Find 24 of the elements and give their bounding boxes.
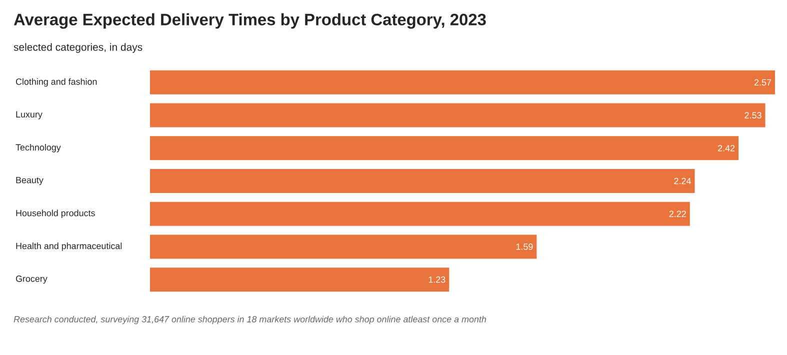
text: Research conducted, surveying 31,647 online shoppers in 18 markets worldwide who shop online atleast once a month (14, 316, 486, 324)
y-tick-label: Household products (16, 210, 95, 218)
data-label: 2.24 (674, 178, 691, 184)
chart-title: Average Expected Delivery Times by Product Category, 2023 (14, 13, 486, 29)
data-label: 2.22 (669, 210, 686, 217)
chart-subtitle: selected categories, in days (14, 43, 142, 53)
data-label: 2.53 (744, 112, 762, 118)
y-tick-label: Health and pharmaceutical (16, 242, 122, 251)
data-label: 2.42 (718, 145, 735, 152)
data-label: 1.23 (428, 276, 446, 283)
bar (150, 169, 695, 193)
bar (150, 234, 537, 259)
y-tick-label: Luxury (16, 111, 42, 120)
bar (150, 103, 766, 128)
data-label: 1.59 (516, 244, 533, 250)
y-tick-label: Clothing and fashion (16, 78, 97, 87)
bar (150, 70, 776, 94)
bar (150, 136, 739, 160)
bar (150, 268, 450, 292)
data-label: 2.57 (754, 79, 772, 86)
bar (150, 202, 690, 226)
y-tick-label: Grocery (16, 276, 48, 284)
y-tick-label: Technology (16, 144, 61, 152)
y-tick-label: Beauty (16, 176, 44, 186)
